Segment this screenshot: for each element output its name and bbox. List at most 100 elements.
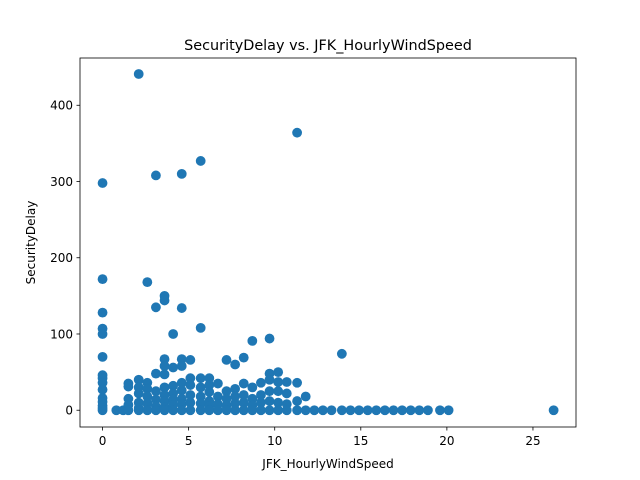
data-point: [204, 405, 215, 416]
data-point: [168, 329, 179, 339]
data-point: [238, 397, 249, 408]
x-tick-label: 10: [267, 434, 282, 448]
data-point: [195, 322, 206, 333]
data-point: [273, 377, 284, 387]
x-tick-label: 5: [185, 434, 193, 448]
data-point: [354, 405, 364, 416]
data-point: [195, 382, 206, 393]
data-point: [273, 397, 284, 408]
data-point: [230, 383, 241, 394]
data-point: [159, 295, 170, 306]
data-point: [97, 405, 108, 416]
data-point: [548, 405, 559, 416]
y-tick-label: 200: [50, 251, 73, 265]
data-point: [123, 381, 134, 392]
data-point: [273, 405, 284, 416]
data-point: [318, 405, 328, 416]
data-point: [230, 398, 241, 409]
data-point: [195, 398, 206, 409]
data-point: [168, 405, 179, 416]
data-point: [435, 405, 445, 416]
data-point: [292, 377, 302, 388]
x-tick-label: 0: [99, 434, 107, 448]
data-point: [195, 391, 206, 402]
data-point: [159, 382, 170, 393]
data-point: [397, 405, 408, 416]
data-point: [151, 302, 161, 313]
data-point: [176, 354, 187, 365]
y-axis-label: SecurityDelay: [24, 201, 38, 285]
data-point: [159, 369, 170, 380]
plot-frame: [79, 57, 577, 428]
data-point: [185, 373, 196, 384]
data-point: [300, 391, 311, 402]
data-point: [326, 405, 337, 416]
data-point: [388, 405, 399, 416]
data-point: [405, 405, 416, 416]
data-point: [238, 405, 249, 416]
data-point: [292, 127, 302, 138]
data-point: [185, 380, 196, 390]
data-point: [300, 405, 311, 416]
x-tick-label: 20: [439, 434, 454, 448]
data-point: [142, 405, 153, 416]
y-tick-label: 400: [50, 99, 73, 113]
data-point: [97, 377, 108, 388]
data-point: [230, 405, 241, 416]
data-point: [309, 405, 320, 416]
data-point: [133, 374, 144, 385]
data-point: [221, 386, 232, 397]
x-tick-label: 25: [525, 434, 540, 448]
data-point: [195, 405, 206, 416]
data-point: [221, 355, 232, 365]
data-point: [97, 274, 108, 284]
data-point: [443, 405, 454, 416]
data-point: [185, 390, 196, 400]
x-tick-label: 15: [353, 434, 368, 448]
data-point: [414, 405, 425, 416]
data-point: [176, 385, 187, 396]
data-point: [97, 351, 108, 362]
data-point: [371, 405, 382, 416]
data-point: [247, 405, 258, 416]
data-point: [151, 170, 161, 181]
data-point: [380, 405, 390, 416]
data-point: [185, 405, 196, 416]
data-point: [151, 394, 161, 405]
data-point: [111, 405, 122, 416]
data-point: [195, 373, 206, 384]
data-point: [142, 398, 153, 409]
data-point: [256, 405, 266, 416]
data-point: [281, 388, 292, 399]
data-point: [264, 374, 275, 385]
data-point: [345, 405, 356, 416]
data-point: [204, 380, 215, 390]
data-point: [97, 307, 108, 318]
data-point: [176, 377, 187, 388]
data-point: [264, 333, 275, 344]
data-point: [185, 355, 196, 365]
data-point: [362, 405, 373, 416]
data-point: [221, 393, 232, 404]
data-point: [176, 405, 187, 416]
data-point: [292, 396, 302, 406]
data-point: [238, 352, 249, 363]
data-point: [264, 405, 275, 416]
data-point: [281, 377, 292, 387]
data-point: [247, 382, 258, 393]
data-point: [292, 405, 302, 416]
data-point: [238, 390, 249, 400]
data-point: [195, 156, 206, 166]
data-point: [176, 303, 187, 313]
data-point: [213, 378, 223, 389]
data-point: [423, 405, 433, 416]
data-point: [264, 386, 275, 397]
data-point: [168, 380, 179, 391]
x-axis-label: JFK_HourlyWindSpeed: [261, 457, 393, 471]
data-point: [273, 386, 284, 397]
data-point: [159, 354, 170, 365]
data-point: [281, 405, 292, 416]
data-point: [213, 391, 223, 402]
